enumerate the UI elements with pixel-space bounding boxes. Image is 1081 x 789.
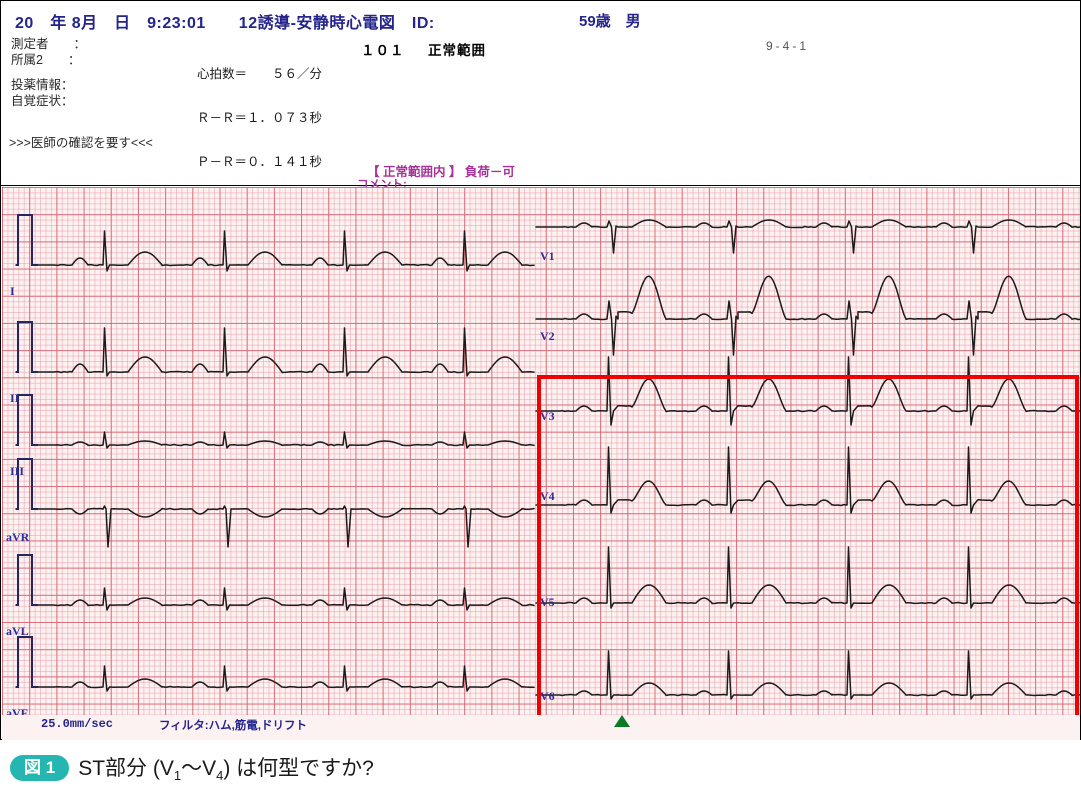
ecg-trace-v3	[535, 356, 1080, 426]
ecg-trace-v1	[535, 219, 1080, 254]
calibration-pulse-ii	[16, 321, 38, 373]
figure-number-badge: 図 1	[10, 754, 70, 781]
lead-label-v4: V4	[540, 489, 555, 503]
lead-label-ii: II	[10, 391, 20, 405]
lead-label-avl: aVL	[6, 624, 29, 638]
measure-pr: Ｐ－Ｒ＝０．１４１秒	[197, 155, 323, 170]
caption-part-2: ～V	[181, 756, 217, 780]
ecg-footer-bar	[2, 715, 1080, 740]
measure-heart-rate: 心拍数＝ ５６／分	[197, 68, 323, 83]
field-medication: 投薬情報：	[11, 78, 74, 92]
physician-confirmation-alert: >>>医師の確認を要す<<<	[9, 136, 153, 150]
ecg-trace-iii	[15, 394, 535, 449]
field-symptoms: 自覚症状：	[11, 93, 74, 108]
ecg-trace-ii	[15, 321, 535, 377]
figure-caption: 図 1 ST部分 (V1～V4) は何型ですか?	[0, 746, 1081, 789]
calibration-pulse-avr	[16, 458, 38, 510]
calibration-pulse-i	[16, 214, 38, 266]
patient-age-sex: 59歳 男	[579, 13, 641, 30]
caption-sub-1: 1	[173, 768, 182, 784]
ecg-grid-paper: I II III aVR aVL aVF V1 V2 V3 V4 V5 V6	[2, 187, 1080, 739]
diagnosis-text: 正常範囲	[428, 43, 487, 58]
lead-label-v1: V1	[540, 249, 555, 263]
lead-label-i: I	[10, 284, 15, 298]
paper-speed-label: 25.0mm/sec	[41, 717, 114, 731]
diagnosis-line: １０１ 正常範囲	[361, 39, 486, 59]
ecg-printout: 20 年 8月 日 9:23:01 12誘導-安静時心電図 ID: 59歳 男 …	[0, 0, 1081, 740]
measure-rr: Ｒ－Ｒ＝１．０７３秒	[197, 111, 323, 126]
field-operator: 測定者 ：	[11, 37, 87, 51]
lead-label-v2: V2	[540, 329, 555, 343]
normal-range-note: 【 正常範囲内 】 負荷－可	[367, 165, 515, 179]
ecg-trace-i	[15, 214, 535, 272]
ecg-trace-v4	[535, 446, 1080, 514]
ecg-trace-v6	[535, 650, 1080, 700]
diagnosis-code: １０１	[361, 43, 405, 58]
ecg-trace-v5	[535, 546, 1080, 609]
lead-label-v5: V5	[540, 595, 555, 609]
filter-settings-label: フィルタ:ハム,筋電,ドリフト	[159, 720, 307, 732]
field-department: 所属2 ：	[11, 52, 81, 67]
header-code: 9-4-1	[766, 39, 810, 53]
calibration-pulse-iii	[16, 394, 38, 446]
spacer	[11, 68, 86, 78]
caption-sub-2: 4	[216, 768, 224, 784]
calibration-pulse-avl	[16, 554, 38, 606]
ecg-trace-avr	[15, 458, 535, 548]
header-title-line: 20 年 8月 日 9:23:01 12誘導-安静時心電図 ID:	[15, 15, 435, 32]
lead-label-v3: V3	[540, 409, 555, 423]
ecg-trace-v2	[535, 275, 1080, 356]
calibration-pulse-avf	[16, 636, 38, 688]
ecg-trace-avf	[15, 636, 535, 692]
ecg-trace-avl	[15, 554, 535, 611]
ecg-header: 20 年 8月 日 9:23:01 12誘導-安静時心電図 ID: 59歳 男 …	[1, 1, 1080, 476]
ecg-traces	[15, 214, 1080, 700]
lead-label-avr: aVR	[6, 530, 30, 544]
figure-caption-text: ST部分 (V1～V4) は何型ですか?	[78, 752, 374, 783]
lead-label-iii: III	[10, 464, 25, 478]
caption-part-3: ) は何型ですか?	[223, 756, 374, 780]
green-triangle-marker-icon	[614, 715, 630, 727]
header-left-fields: 測定者 ： 所属2 ： 投薬情報： 自覚症状：	[11, 37, 86, 109]
caption-part-1: ST部分 (V	[78, 756, 174, 780]
lead-label-v6: V6	[540, 689, 555, 703]
